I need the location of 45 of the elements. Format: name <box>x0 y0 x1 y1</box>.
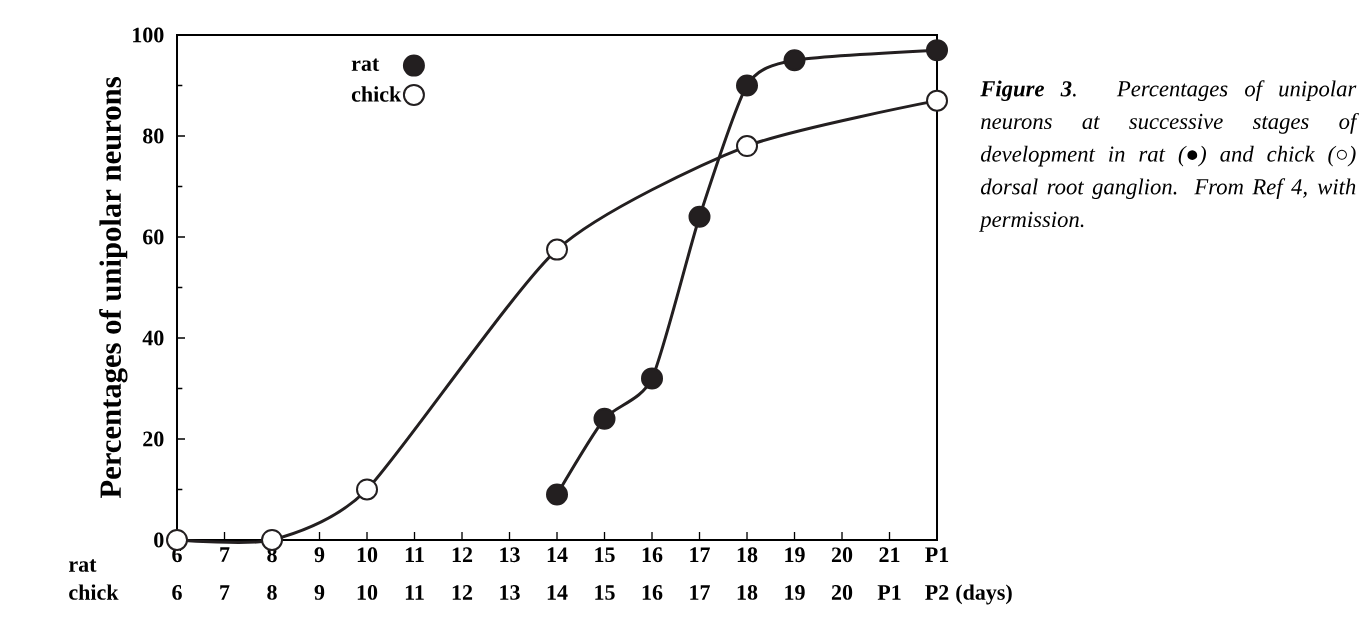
text: P1 <box>877 585 901 600</box>
text: 12 <box>452 585 473 600</box>
y-tick-label: 80 <box>143 128 164 144</box>
y-tick-label: 0 <box>154 532 164 548</box>
y-tick-label: 20 <box>143 431 164 447</box>
text: 20 <box>831 585 853 600</box>
text: 8 <box>267 585 277 600</box>
x-tick-label: 9 <box>314 547 325 563</box>
x-tick-label: 21 <box>879 547 900 562</box>
x-tick-label: 10 <box>357 547 378 563</box>
y-tick-label: 40 <box>142 330 164 346</box>
x-tick-label: 18 <box>737 547 758 563</box>
x-tick-label: P1 <box>925 547 949 562</box>
y-tick-label: 100 <box>133 27 164 43</box>
x-tick-label: 20 <box>831 547 853 563</box>
x-tick-label: 16 <box>642 547 663 563</box>
text: 13 <box>500 585 520 600</box>
x-tick-label: 14 <box>547 547 568 562</box>
text: 18 <box>737 585 758 600</box>
text: 9 <box>314 585 325 600</box>
text: 16 <box>642 585 663 600</box>
legend-label: rat <box>351 58 380 71</box>
text: 11 <box>405 585 424 600</box>
y-axis-title: Percentages of unipolar neurons <box>99 77 128 499</box>
text: P2 <box>925 585 949 600</box>
x-tick-label: 12 <box>452 547 473 562</box>
text: 7 <box>220 585 230 600</box>
x-tick-label: 11 <box>405 547 424 562</box>
text: Figure 3. Percentages of unipolar neurons at successive stages of development in rat (●) and chick (○) dorsal root ganglion. From Ref 4, with permission. <box>978 80 1359 232</box>
text: 6 <box>172 585 182 600</box>
x-tick-label: 19 <box>785 547 805 563</box>
x-tick-label: 17 <box>690 547 710 562</box>
x-tick-label: 7 <box>220 547 230 562</box>
text: 17 <box>690 585 710 600</box>
x-tick-label: 13 <box>500 547 520 563</box>
legend-label: chick <box>351 86 402 102</box>
y-tick-label: 60 <box>143 229 164 245</box>
text: 15 <box>595 585 615 600</box>
text: 10 <box>357 585 378 600</box>
text: 14 <box>547 585 568 600</box>
text: (days) <box>956 584 1012 605</box>
x-tick-label: 15 <box>595 547 615 563</box>
text: 19 <box>785 585 805 600</box>
text: chick <box>69 584 119 600</box>
x-axis-title: rat <box>68 559 97 572</box>
